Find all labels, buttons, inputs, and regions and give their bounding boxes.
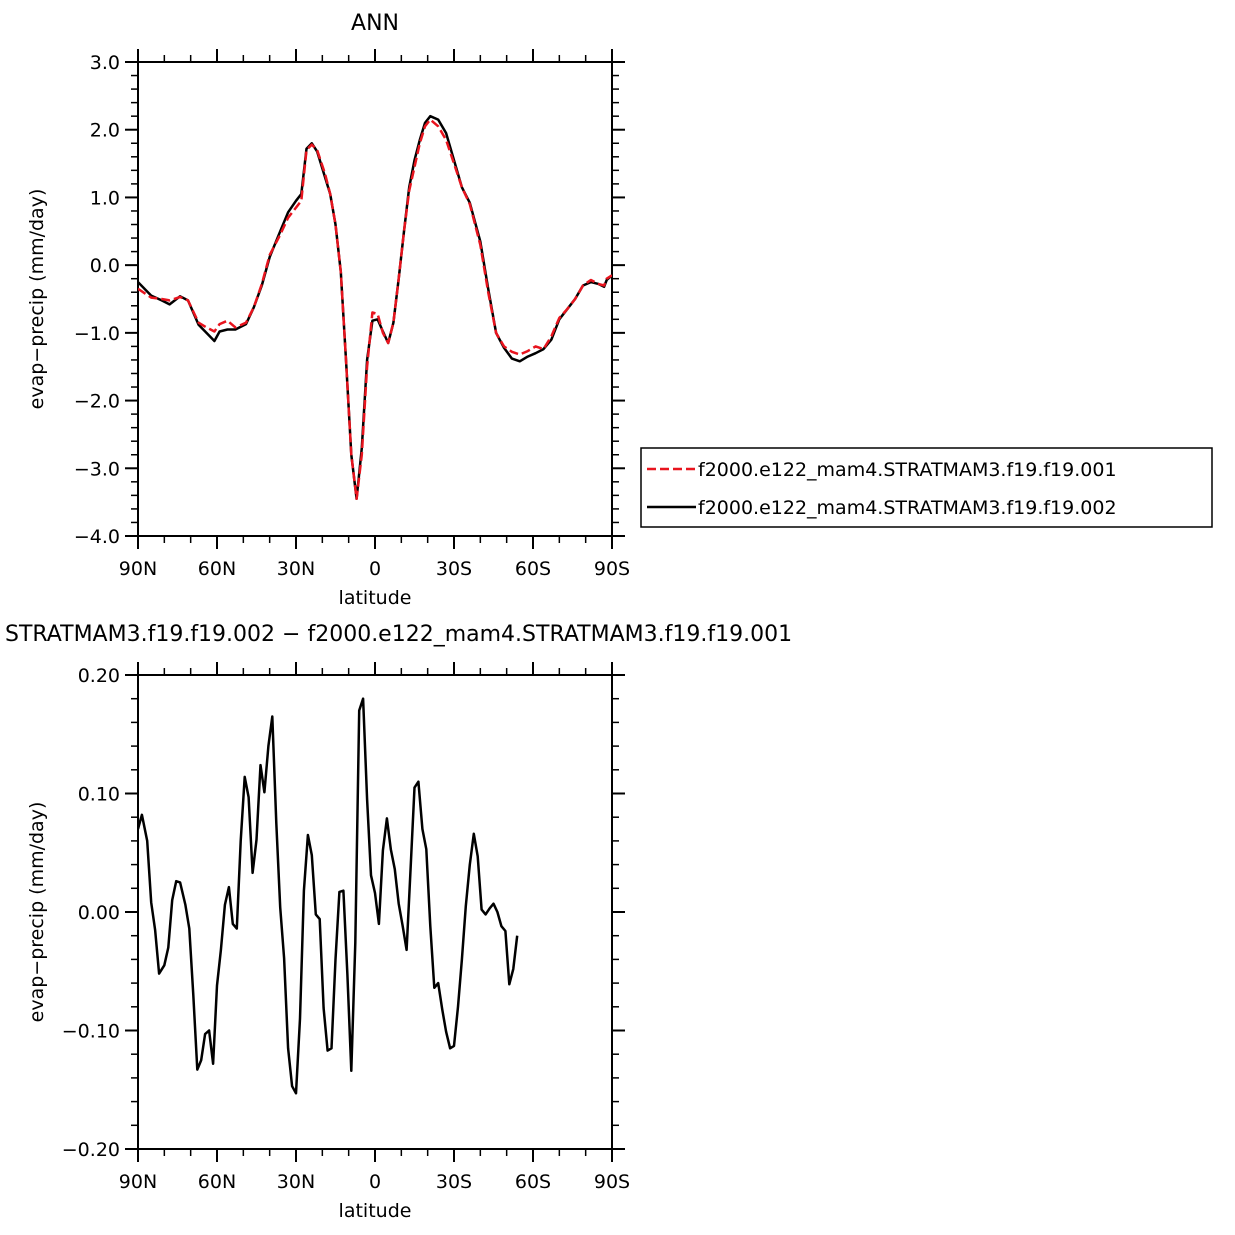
x-axis-label: latitude (339, 587, 412, 609)
y-tick-label: 0.00 (78, 902, 120, 924)
y-axis-label: evap−precip (mm/day) (26, 189, 48, 410)
y-axis-label: evap−precip (mm/day) (26, 802, 48, 1023)
x-tick-label: 60N (198, 558, 236, 580)
y-tick-label: −0.10 (62, 1021, 120, 1043)
x-tick-label: 60S (515, 558, 551, 580)
x-tick-label: 30S (436, 1171, 472, 1193)
plot-frame (137, 61, 613, 537)
panel-difference: 0.20 0.10 0.00 −0.10 −0.20 90N 60N 30N 0 30S 60S 90… (5, 622, 792, 1222)
series-line-2 (138, 114, 612, 501)
x-tick-label: 0 (369, 1171, 381, 1193)
x-axis-label: latitude (339, 1200, 412, 1222)
x-tick-label: 30S (436, 558, 472, 580)
chart-title: ANN (351, 11, 399, 36)
x-tick-label: 30N (277, 558, 315, 580)
y-tick-label: 1.0 (90, 187, 120, 209)
x-tick-label: 30N (277, 1171, 315, 1193)
y-tick-label: 0.20 (78, 665, 120, 687)
y-tick-label: 2.0 (90, 120, 120, 142)
x-tick-label: 90N (119, 558, 157, 580)
x-tick-label: 0 (369, 558, 381, 580)
legend-label-1: f2000.e122_mam4.STRATMAM3.f19.f19.001 (698, 459, 1117, 481)
x-tick-label: 90S (594, 1171, 630, 1193)
chart-title: STRATMAM3.f19.f19.002 − f2000.e122_mam4.… (5, 622, 792, 647)
y-tick-label: 3.0 (90, 52, 120, 74)
y-tick-label: −0.20 (62, 1139, 120, 1161)
legend: f2000.e122_mam4.STRATMAM3.f19.f19.001 f20… (640, 447, 1213, 528)
y-tick-label: 0.10 (78, 784, 120, 806)
y-tick-label: −1.0 (74, 323, 120, 345)
x-tick-label: 60N (198, 1171, 236, 1193)
plot-frame (137, 674, 613, 1150)
y-tick-label: 0.0 (90, 255, 120, 277)
x-tick-label: 90N (119, 1171, 157, 1193)
legend-label-2: f2000.e122_mam4.STRATMAM3.f19.f19.002 (698, 497, 1117, 519)
series-line-1 (138, 697, 519, 1095)
x-tick-label: 90S (594, 558, 630, 580)
y-tick-label: −2.0 (74, 391, 120, 413)
legend-box (640, 447, 1213, 528)
y-tick-label: −3.0 (74, 458, 120, 480)
x-tick-label: 60S (515, 1171, 551, 1193)
series-line-1 (138, 118, 612, 501)
panel-annual: 3.0 2.0 1.0 0.0 −1.0 −2.0 −3.0 −4.0 90N 60N 30N 0 30… (26, 11, 630, 609)
y-tick-label: −4.0 (74, 526, 120, 548)
